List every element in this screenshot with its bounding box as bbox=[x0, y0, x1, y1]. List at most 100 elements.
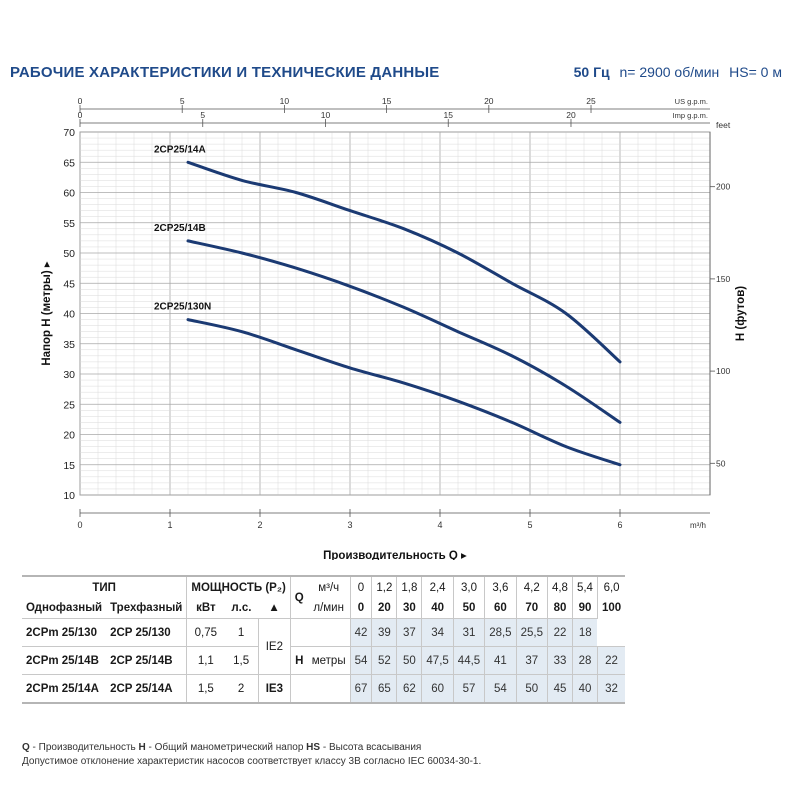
q-m3h-value: 2,4 bbox=[421, 575, 454, 598]
us-gpm-tick-label: 5 bbox=[180, 96, 185, 106]
x-unit-label: m³/h bbox=[690, 521, 706, 530]
head-value: 65 bbox=[371, 674, 397, 704]
head-value: 50 bbox=[515, 674, 548, 704]
q-m3h-value: 1,2 bbox=[371, 575, 397, 598]
q-lmin-value: 50 bbox=[452, 598, 485, 619]
us-gpm-tick-label: 20 bbox=[484, 96, 494, 106]
q-m3h-value: 1,8 bbox=[396, 575, 422, 598]
q-m3h-value: 0 bbox=[349, 575, 372, 598]
head-value: 42 bbox=[349, 618, 372, 647]
feet-tick-label: 50 bbox=[716, 458, 726, 468]
q-m3h-value: 4,8 bbox=[546, 575, 573, 598]
y-tick-label: 70 bbox=[63, 127, 75, 139]
head-value: 25,5 bbox=[515, 618, 548, 647]
us-gpm-tick-label: 0 bbox=[78, 96, 83, 106]
performance-table: ТИП МОЩНОСТЬ (P₂) Q м³/ч 0 1,2 1,8 2,4 3… bbox=[22, 575, 626, 704]
kw-header: кВт bbox=[186, 598, 225, 619]
speed-label: n= 2900 об/мин bbox=[619, 64, 720, 80]
q-lmin-value: 20 bbox=[371, 598, 397, 619]
head-value: 67 bbox=[349, 674, 372, 704]
x-tick-label: 5 bbox=[527, 520, 532, 530]
h-desc: - Общий манометрический напор bbox=[145, 742, 307, 753]
three-phase-header: Трехфазный bbox=[110, 602, 183, 614]
head-value: 54 bbox=[349, 646, 372, 675]
curve-2cp25-14a bbox=[186, 160, 622, 364]
y-tick-label: 65 bbox=[63, 157, 75, 169]
us-gpm-tick-label: 15 bbox=[382, 96, 392, 106]
x-tick-label: 0 bbox=[77, 520, 82, 530]
three-phase-model: 2CP 25/14B bbox=[106, 646, 187, 675]
q-key: Q bbox=[22, 742, 30, 753]
curve-label: 2CP25/14B bbox=[154, 223, 206, 234]
y2-axis-title: H (футов) bbox=[735, 286, 747, 341]
chart-curves bbox=[186, 160, 622, 467]
q-m3h-value: 5,4 bbox=[571, 575, 598, 598]
power-hp: 1 bbox=[224, 618, 259, 647]
legend-footnote: Q - Производительность H - Общий маномет… bbox=[22, 742, 421, 753]
tolerance-footnote: Допустимое отклонение характеристик насо… bbox=[22, 756, 482, 767]
head-value: 22 bbox=[546, 618, 573, 647]
head-value: 31 bbox=[452, 618, 485, 647]
h-label-cell: H bbox=[289, 646, 308, 675]
table-row: 2CPm 25/14B 2CP 25/14B 1,1 1,5 H метры 5… bbox=[22, 646, 626, 675]
feet-tick-label: 150 bbox=[716, 274, 730, 284]
y-tick-label: 10 bbox=[63, 490, 75, 502]
us-gpm-unit-label: US g.p.m. bbox=[675, 97, 708, 106]
curve-label: 2CP25/14A bbox=[154, 144, 206, 155]
y-tick-label: 15 bbox=[63, 460, 75, 472]
curve-2cp25-130n bbox=[186, 318, 622, 467]
efficiency-class: IE2 bbox=[257, 618, 291, 675]
three-phase-model: 2CP 25/130 bbox=[106, 618, 187, 647]
head-value: 39 bbox=[371, 618, 397, 647]
q-lmin-value: 60 bbox=[484, 598, 517, 619]
curve-label: 2CP25/130N bbox=[154, 302, 211, 313]
head-value: 18 bbox=[571, 618, 598, 647]
y-tick-label: 40 bbox=[63, 309, 75, 321]
q-m3h-value: 6,0 bbox=[596, 575, 626, 598]
us-gpm-tick-label: 10 bbox=[280, 96, 290, 106]
head-value: 34 bbox=[421, 618, 454, 647]
q-lmin-value: 30 bbox=[396, 598, 422, 619]
table-row: 2CPm 25/14A 2CP 25/14A 1,5 2 IE3 67 65 6… bbox=[22, 674, 626, 704]
y-tick-label: 55 bbox=[63, 218, 75, 230]
head-value: 44,5 bbox=[452, 646, 485, 675]
q-lmin-value: 80 bbox=[546, 598, 573, 619]
head-value: 47,5 bbox=[421, 646, 454, 675]
h-key: H bbox=[138, 742, 146, 753]
power-kw: 1,5 bbox=[186, 674, 225, 704]
suction-height-label: HS= 0 м bbox=[729, 64, 782, 80]
y-tick-label: 50 bbox=[63, 248, 75, 260]
y-tick-label: 35 bbox=[63, 339, 75, 351]
us-gpm-tick-label: 25 bbox=[586, 96, 596, 106]
q-desc: - Производительность bbox=[29, 742, 139, 753]
head-value: 37 bbox=[396, 618, 422, 647]
q-lmin-value: 100 bbox=[596, 598, 626, 619]
single-phase-header: Однофазный bbox=[26, 602, 103, 614]
operating-conditions: 50 Гц n= 2900 об/мин HS= 0 м bbox=[568, 64, 782, 80]
head-value: 37 bbox=[515, 646, 548, 675]
x-tick-label: 3 bbox=[347, 520, 352, 530]
head-value: 57 bbox=[452, 674, 485, 704]
three-phase-model: 2CP 25/14A bbox=[106, 674, 187, 704]
page-title: РАБОЧИЕ ХАРАКТЕРИСТИКИ И ТЕХНИЧЕСКИЕ ДАН… bbox=[10, 64, 440, 81]
head-value: 33 bbox=[546, 646, 573, 675]
x-axis-title: Производительность Q ▸ bbox=[323, 550, 467, 560]
h-label-spacer bbox=[289, 618, 351, 647]
power-kw: 0,75 bbox=[186, 618, 225, 647]
type-header: ТИП bbox=[22, 575, 187, 598]
chart-grid bbox=[79, 131, 711, 496]
q-lmin-value: 40 bbox=[421, 598, 454, 619]
hs-desc: - Высота всасывания bbox=[320, 742, 422, 753]
q-lmin-value: 70 bbox=[515, 598, 548, 619]
imp-gpm-unit-label: Imp g.p.m. bbox=[673, 111, 708, 120]
q-lmin-value: 0 bbox=[349, 598, 372, 619]
head-value: 52 bbox=[371, 646, 397, 675]
x-tick-label: 4 bbox=[437, 520, 442, 530]
x-tick-label: 1 bbox=[167, 520, 172, 530]
chart-axes: 1015202530354045505560657050100150200fee… bbox=[41, 96, 747, 560]
imp-gpm-tick-label: 15 bbox=[444, 110, 454, 120]
frequency-label: 50 Гц bbox=[573, 64, 610, 80]
y-tick-label: 30 bbox=[63, 369, 75, 381]
power-hp: 2 bbox=[224, 674, 259, 704]
y-tick-label: 60 bbox=[63, 188, 75, 200]
